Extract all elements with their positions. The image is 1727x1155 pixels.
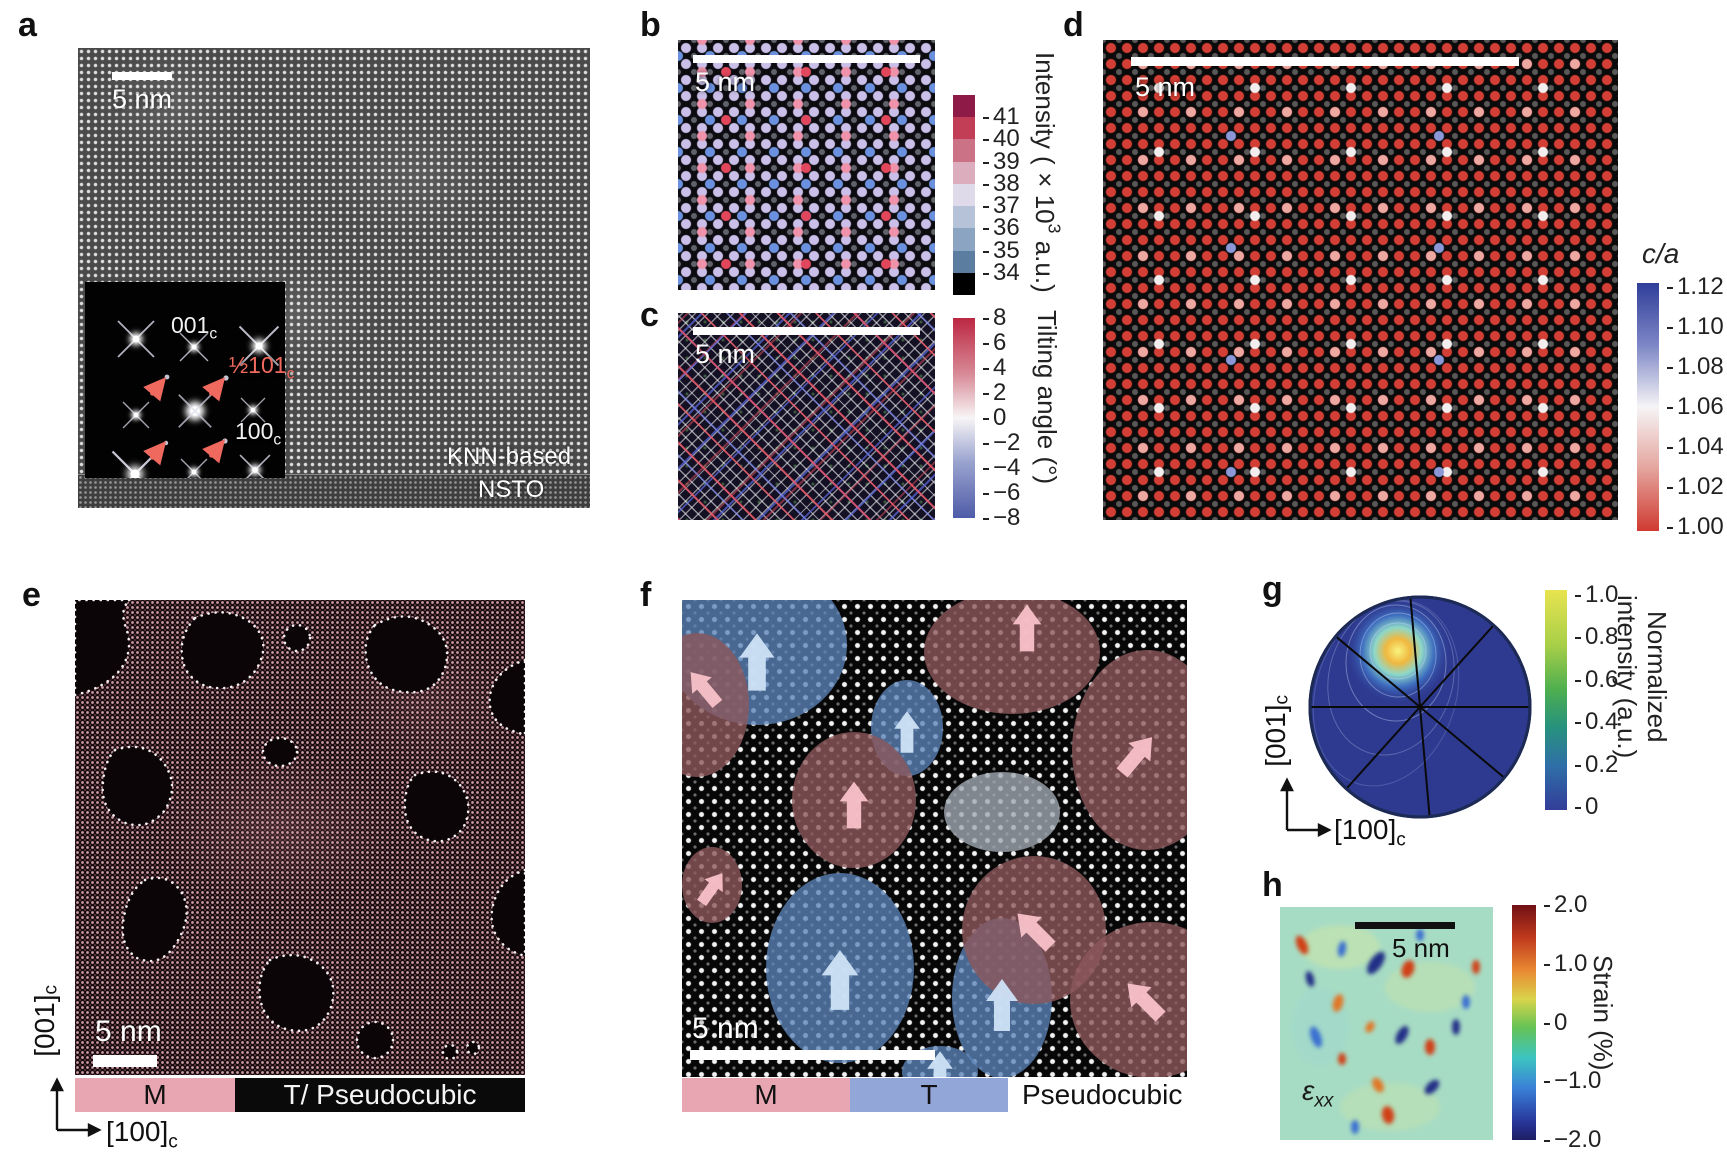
panel-e-axis-arrows-icon (50, 1077, 102, 1137)
colorbar-tick: 0.2 (1575, 752, 1618, 778)
panel-g-polar-plot (1308, 595, 1532, 819)
panel-b-scalebar-label: 5 nm (695, 67, 756, 97)
colorbar-tick: 1.02 (1667, 474, 1724, 500)
panel-d-ca-ratio-map: 5 nm (1103, 40, 1618, 520)
legend-pseudocubic-label: Pseudocubic (1008, 1078, 1183, 1112)
contour-lines (1312, 599, 1460, 787)
panel-g-letter: g (1262, 570, 1283, 608)
panel-h-letter: h (1262, 866, 1283, 904)
colorbar-tick: 6 (983, 330, 1006, 356)
colorbar-tick: 1.06 (1667, 394, 1724, 420)
panel-g-vertical-axis-label: [001]c (1260, 695, 1293, 767)
colorbar-tick: −2 (983, 430, 1020, 456)
colorbar-tick: 0 (983, 405, 1006, 431)
fft-label-001c: 001c (171, 312, 218, 343)
panel-a-scalebar-label: 5 nm (112, 84, 173, 114)
colorbar-tick: 0.6 (1575, 667, 1618, 693)
legend-t-segment: T (850, 1078, 1008, 1112)
colorbar-tick: −2.0 (1544, 1127, 1601, 1153)
panel-b-colorbar-title: Intensity (×103 a.u.) (1030, 52, 1065, 293)
fft-label-100c: 100c (235, 418, 282, 449)
panel-e-vertical-axis-label: [001]c (29, 985, 62, 1057)
panel-c-scalebar-label: 5 nm (695, 339, 756, 369)
panel-a-stem-image: 5 nm KNN-based NSTO (78, 48, 590, 508)
legend-m-segment: M (682, 1078, 850, 1112)
panel-e-legend: M T/ Pseudocubic (75, 1078, 525, 1112)
panel-b-letter: b (640, 6, 661, 44)
panel-e-phase-map: 5 nm (75, 600, 525, 1075)
panel-e-letter: e (22, 576, 41, 614)
panel-f-scalebar-label: 5 nm (692, 1012, 759, 1045)
panel-g-axis-arrows-icon (1280, 777, 1332, 837)
panel-g-horizontal-axis-label: [100]c (1334, 814, 1406, 851)
colorbar-tick: 1.04 (1667, 434, 1724, 460)
colorbar-tick: 1.0 (1575, 582, 1618, 608)
panel-a-substrate-region (78, 474, 590, 508)
colorbar-tick: 2 (983, 380, 1006, 406)
gray-domain-ellipse (944, 772, 1060, 852)
colorbar-tick: 1.08 (1667, 354, 1724, 380)
sector-lines (1310, 597, 1530, 817)
panel-d-colorbar (1637, 283, 1659, 531)
panel-h-scalebar (1355, 922, 1455, 929)
panel-d-scalebar (1131, 57, 1519, 66)
panel-d-colorbar-title: c/a (1642, 238, 1680, 269)
panel-c-scalebar (693, 327, 920, 335)
colorbar-tick: 1.0 (1544, 951, 1587, 977)
panel-h-strain-blobs (1290, 925, 1480, 1134)
colorbar-tick: 0.8 (1575, 624, 1618, 650)
panel-g-colorbar (1545, 590, 1567, 810)
panel-b-scalebar (693, 55, 920, 63)
panel-h-colorbar-title: Strain (%) (1588, 955, 1618, 1071)
panel-a-film-label: KNN-based (447, 443, 572, 470)
panel-b-colorbar (953, 95, 975, 295)
colorbar-tick: −4 (983, 455, 1020, 481)
panel-h-strain-map: 5 nm εxx (1280, 907, 1493, 1140)
panel-d-letter: d (1063, 6, 1084, 44)
colorbar-tick: 0 (1544, 1010, 1567, 1036)
legend-m-segment: M (75, 1078, 235, 1112)
panel-d-scalebar-label: 5 nm (1135, 72, 1196, 102)
panel-f-scalebar (690, 1050, 935, 1060)
panel-c-tilting-map: 5 nm (678, 313, 935, 520)
panel-h-scalebar-label: 5 nm (1392, 933, 1450, 963)
colorbar-tick: 1.00 (1667, 514, 1724, 540)
fft-arrow-icons (143, 377, 226, 466)
colorbar-tick: 34 (983, 260, 1020, 286)
panel-h-map-label: εxx (1302, 1075, 1334, 1112)
colorbar-tick: 0.4 (1575, 709, 1618, 735)
colorbar-tick: 8 (983, 305, 1006, 331)
panel-g-colorbar-title: Normalized intensity (a.u.) (1612, 595, 1672, 759)
colorbar-tick: −6 (983, 480, 1020, 506)
colorbar-tick: 2.0 (1544, 892, 1587, 918)
panel-e-horizontal-axis-label: [100]c (106, 1116, 178, 1153)
panel-c-colorbar-title: Tilting angle (°) (1032, 310, 1062, 485)
panel-c-letter: c (640, 296, 659, 334)
panel-a-scalebar (112, 72, 172, 80)
panel-f-domain-overlay (682, 600, 1187, 1077)
panel-c-colorbar (953, 318, 975, 518)
panel-e-scalebar (93, 1055, 157, 1067)
panel-b-intensity-map: 5 nm (678, 40, 935, 290)
panel-a-substrate-label: NSTO (478, 476, 545, 503)
panel-e-scalebar-label: 5 nm (95, 1015, 162, 1048)
colorbar-tick: −1.0 (1544, 1068, 1601, 1094)
fft-inset-graphic (85, 282, 285, 498)
panel-f-legend: M T Pseudocubic (682, 1078, 1183, 1112)
colorbar-tick: 1.12 (1667, 274, 1724, 300)
panel-e-domain-outlines (75, 600, 525, 1061)
panel-f-domain-map: 5 nm (682, 600, 1187, 1077)
colorbar-tick: −8 (983, 505, 1020, 531)
colorbar-tick: 0 (1575, 794, 1598, 820)
panel-h-colorbar (1512, 905, 1536, 1140)
panel-a-letter: a (18, 6, 37, 44)
legend-t-pseudocubic-segment: T/ Pseudocubic (235, 1078, 525, 1112)
colorbar-tick: 1.10 (1667, 314, 1724, 340)
panel-f-letter: f (640, 576, 652, 614)
panel-a-fft-inset: 001c ½101c 100c (85, 282, 294, 498)
fft-label-half101c: ½101c (229, 352, 295, 383)
colorbar-tick: 4 (983, 355, 1006, 381)
